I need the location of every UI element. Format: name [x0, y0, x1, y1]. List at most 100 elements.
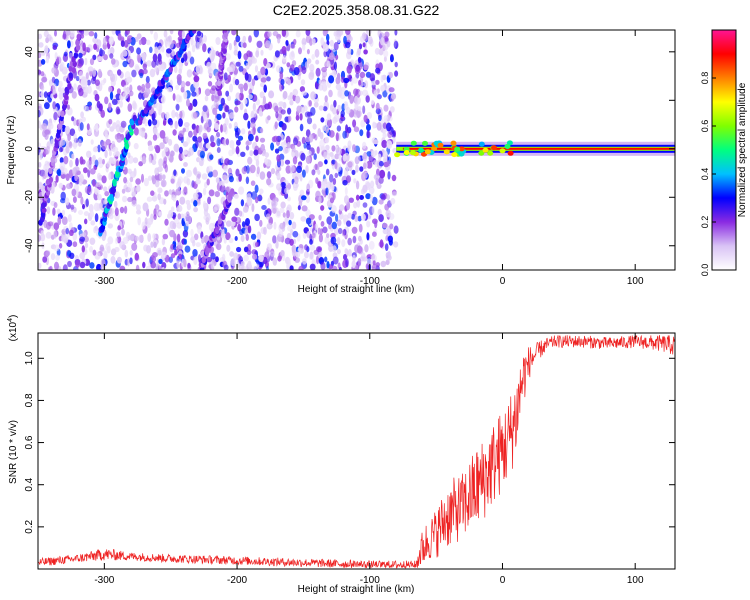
heatmap-cell — [235, 92, 241, 101]
heatmap-cell — [183, 213, 188, 222]
heatmap-cell — [107, 223, 114, 229]
heatmap-cell — [335, 83, 342, 91]
heatmap-cell — [195, 41, 200, 50]
heatmap-cell — [131, 242, 138, 251]
heatmap-cell — [92, 179, 96, 187]
heatmap-cell — [87, 66, 94, 72]
snr-background — [38, 333, 675, 569]
heatmap-cell — [190, 236, 196, 244]
heatmap-cell — [129, 90, 134, 97]
heatmap-cell — [300, 152, 306, 161]
heatmap-cell — [154, 46, 159, 55]
carrier-blob — [437, 142, 444, 148]
heatmap-cell — [273, 135, 279, 142]
heatmap-cell — [276, 65, 281, 73]
heatmap-cell — [159, 130, 166, 139]
carrier-blob — [478, 141, 485, 147]
heatmap-cell — [256, 231, 262, 240]
heatmap-cell — [140, 36, 147, 46]
heatmap-cell — [298, 265, 304, 270]
heatmap-cell — [138, 39, 142, 46]
heatmap-cell — [331, 183, 335, 191]
heatmap-cell — [362, 202, 368, 208]
heatmap-cell — [106, 245, 111, 254]
colorbar-frame — [711, 29, 737, 271]
heatmap-cell — [284, 159, 291, 165]
heatmap-cell — [40, 71, 45, 77]
heatmap-cell — [378, 160, 384, 167]
heatmap-cell — [168, 256, 173, 263]
heatmap-cell — [67, 260, 72, 268]
heatmap-cell — [158, 211, 163, 217]
heatmap-cell — [280, 134, 285, 141]
heatmap-cell — [52, 45, 58, 50]
heatmap-cell — [157, 265, 161, 270]
heatmap-cell — [84, 242, 89, 249]
heatmap-cell — [94, 32, 98, 39]
heatmap-cell — [59, 147, 63, 153]
heatmap-cell — [186, 150, 191, 158]
heatmap-cell — [227, 74, 231, 83]
heatmap-cell — [195, 65, 200, 74]
heatmap-cell — [214, 123, 219, 131]
heatmap-cell — [347, 212, 353, 219]
heatmap-cell — [162, 233, 169, 240]
heatmap-cell — [89, 210, 95, 218]
heatmap-cell — [342, 153, 347, 162]
carrier-blob — [418, 147, 424, 153]
heatmap-cell — [218, 104, 223, 112]
heatmap-cell — [67, 214, 72, 223]
heatmap-cell — [38, 142, 42, 148]
heatmap-cell — [386, 40, 391, 48]
heatmap-cell — [283, 76, 288, 82]
heatmap-cell — [176, 260, 180, 269]
y-scale-base: (x10 — [8, 321, 19, 341]
heatmap-cell — [151, 195, 158, 202]
heatmap-cell — [297, 205, 301, 211]
heatmap-cell — [41, 76, 48, 83]
top-y-tick-label: 20 — [24, 94, 35, 106]
top-x-tick-label: -200 — [227, 276, 247, 287]
heatmap-cell — [381, 139, 388, 149]
heatmap-cell — [210, 252, 216, 260]
heatmap-cell — [130, 36, 136, 46]
heatmap-cell — [309, 239, 313, 245]
heatmap-cell — [166, 36, 171, 42]
heatmap-cell — [88, 204, 94, 213]
heatmap-cell — [240, 86, 244, 94]
heatmap-cell — [206, 118, 212, 127]
heatmap-cell — [87, 185, 92, 193]
heatmap-cell — [46, 206, 51, 215]
heatmap-cell — [384, 243, 389, 252]
heatmap-cell — [65, 173, 70, 181]
heatmap-cell — [142, 68, 148, 75]
heatmap-cell — [289, 92, 294, 100]
heatmap-cell — [73, 133, 77, 142]
heatmap-cell — [379, 169, 386, 179]
colorbar-tick-label: 0.4 — [700, 168, 710, 181]
heatmap-cell — [344, 187, 348, 196]
heatmap-cell — [281, 30, 287, 37]
heatmap-cell — [365, 95, 370, 103]
heatmap-cell — [78, 178, 83, 186]
heatmap-cell — [251, 78, 256, 87]
heatmap-cell — [63, 51, 68, 57]
heatmap-cell — [279, 71, 284, 80]
heatmap-cell — [353, 201, 358, 209]
heatmap-cell — [317, 181, 322, 189]
heatmap-cell — [374, 47, 380, 55]
heatmap-cell — [110, 256, 116, 264]
heatmap-cell — [329, 173, 334, 183]
heatmap-cell — [81, 76, 87, 86]
heatmap-cell — [301, 195, 307, 201]
heatmap-cell — [172, 129, 177, 136]
heatmap-cell — [247, 156, 253, 165]
heatmap-cell — [95, 181, 102, 188]
heatmap-cell — [394, 30, 398, 36]
carrier-blob — [478, 150, 485, 156]
heatmap-cell — [153, 110, 157, 119]
heatmap-cell — [108, 118, 113, 125]
heatmap-cell — [170, 150, 175, 157]
heatmap-cell — [197, 136, 203, 143]
heatmap-cell — [363, 162, 367, 170]
